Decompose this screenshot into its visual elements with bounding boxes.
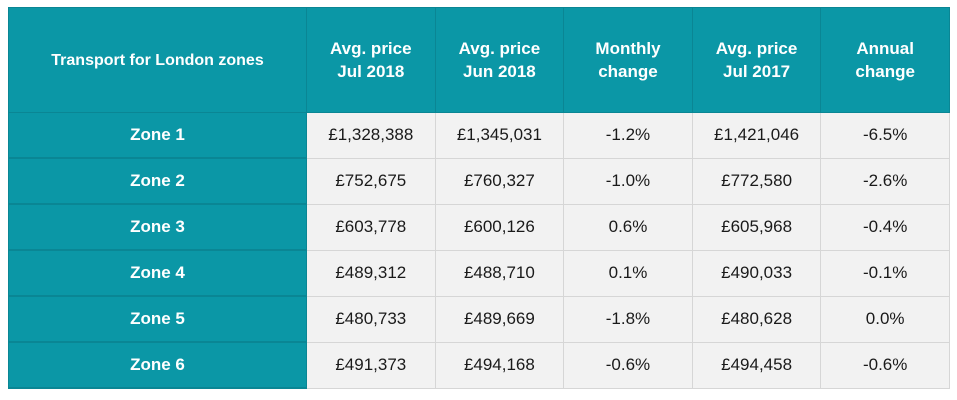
header-line1: Avg. price <box>458 39 541 58</box>
table-cell: £1,345,031 <box>434 112 565 159</box>
header-annual-change: Annual change <box>820 7 950 113</box>
header-line2: change <box>598 62 658 81</box>
table-cell: £490,033 <box>691 249 822 297</box>
zone-label: Zone 3 <box>8 203 307 251</box>
table-row: Zone 3 £603,778 £600,126 0.6% £605,968 -… <box>8 203 950 251</box>
table-cell: £603,778 <box>306 203 436 251</box>
table-cell: 0.1% <box>563 249 693 297</box>
table-cell: -6.5% <box>820 112 950 159</box>
table-cell: £600,126 <box>434 203 565 251</box>
header-monthly-change: Monthly change <box>563 7 693 113</box>
table-row: Zone 6 £491,373 £494,168 -0.6% £494,458 … <box>8 341 950 389</box>
table-header: Transport for London zones Avg. price Ju… <box>8 7 950 113</box>
table-cell: -1.0% <box>563 157 693 205</box>
zone-label: Zone 2 <box>8 157 307 205</box>
table-cell: £494,168 <box>434 341 565 389</box>
table-cell: £1,328,388 <box>306 112 436 159</box>
header-line2: Jul 2017 <box>723 62 791 81</box>
table-cell: £491,373 <box>306 341 436 389</box>
header-row: Transport for London zones Avg. price Ju… <box>8 7 950 113</box>
zone-label: Zone 5 <box>8 295 307 343</box>
table-row: Zone 4 £489,312 £488,710 0.1% £490,033 -… <box>8 249 950 297</box>
header-line1: Monthly <box>595 39 661 58</box>
table-cell: -1.8% <box>563 295 693 343</box>
table-cell: £1,421,046 <box>691 112 822 159</box>
header-avg-price-jul-2018: Avg. price Jul 2018 <box>306 7 436 113</box>
table-cell: 0.0% <box>820 295 950 343</box>
zone-label: Zone 6 <box>8 341 307 389</box>
header-line2: Jun 2018 <box>463 62 536 81</box>
table-cell: £489,312 <box>306 249 436 297</box>
table-cell: £480,628 <box>691 295 822 343</box>
table-body: Zone 1 £1,328,388 £1,345,031 -1.2% £1,42… <box>8 112 950 389</box>
header-line1: Avg. price <box>330 39 412 58</box>
table-cell: -0.6% <box>563 341 693 389</box>
table-cell: £480,733 <box>306 295 436 343</box>
table-cell: £760,327 <box>434 157 565 205</box>
table-cell: -1.2% <box>563 112 693 159</box>
header-line1: Annual <box>856 39 914 58</box>
zone-price-table: Transport for London zones Avg. price Ju… <box>8 7 950 389</box>
zone-label: Zone 4 <box>8 249 307 297</box>
table-row: Zone 5 £480,733 £489,669 -1.8% £480,628 … <box>8 295 950 343</box>
table-cell: £605,968 <box>691 203 822 251</box>
table-cell: -2.6% <box>820 157 950 205</box>
table-cell: £489,669 <box>434 295 565 343</box>
table-cell: -0.6% <box>820 341 950 389</box>
table-cell: £494,458 <box>691 341 822 389</box>
table-cell: -0.1% <box>820 249 950 297</box>
table-cell: 0.6% <box>563 203 693 251</box>
header-line2: change <box>855 62 915 81</box>
header-line1: Avg. price <box>715 39 798 58</box>
table-cell: £488,710 <box>434 249 565 297</box>
zone-label: Zone 1 <box>8 112 307 159</box>
table-cell: -0.4% <box>820 203 950 251</box>
table-cell: £772,580 <box>691 157 822 205</box>
price-table-container: Transport for London zones Avg. price Ju… <box>8 7 950 389</box>
header-avg-price-jul-2017: Avg. price Jul 2017 <box>691 7 822 113</box>
header-line2: Jul 2018 <box>337 62 405 81</box>
header-avg-price-jun-2018: Avg. price Jun 2018 <box>434 7 565 113</box>
table-cell: £752,675 <box>306 157 436 205</box>
table-row: Zone 2 £752,675 £760,327 -1.0% £772,580 … <box>8 157 950 205</box>
header-zone: Transport for London zones <box>8 7 307 113</box>
table-row: Zone 1 £1,328,388 £1,345,031 -1.2% £1,42… <box>8 112 950 159</box>
